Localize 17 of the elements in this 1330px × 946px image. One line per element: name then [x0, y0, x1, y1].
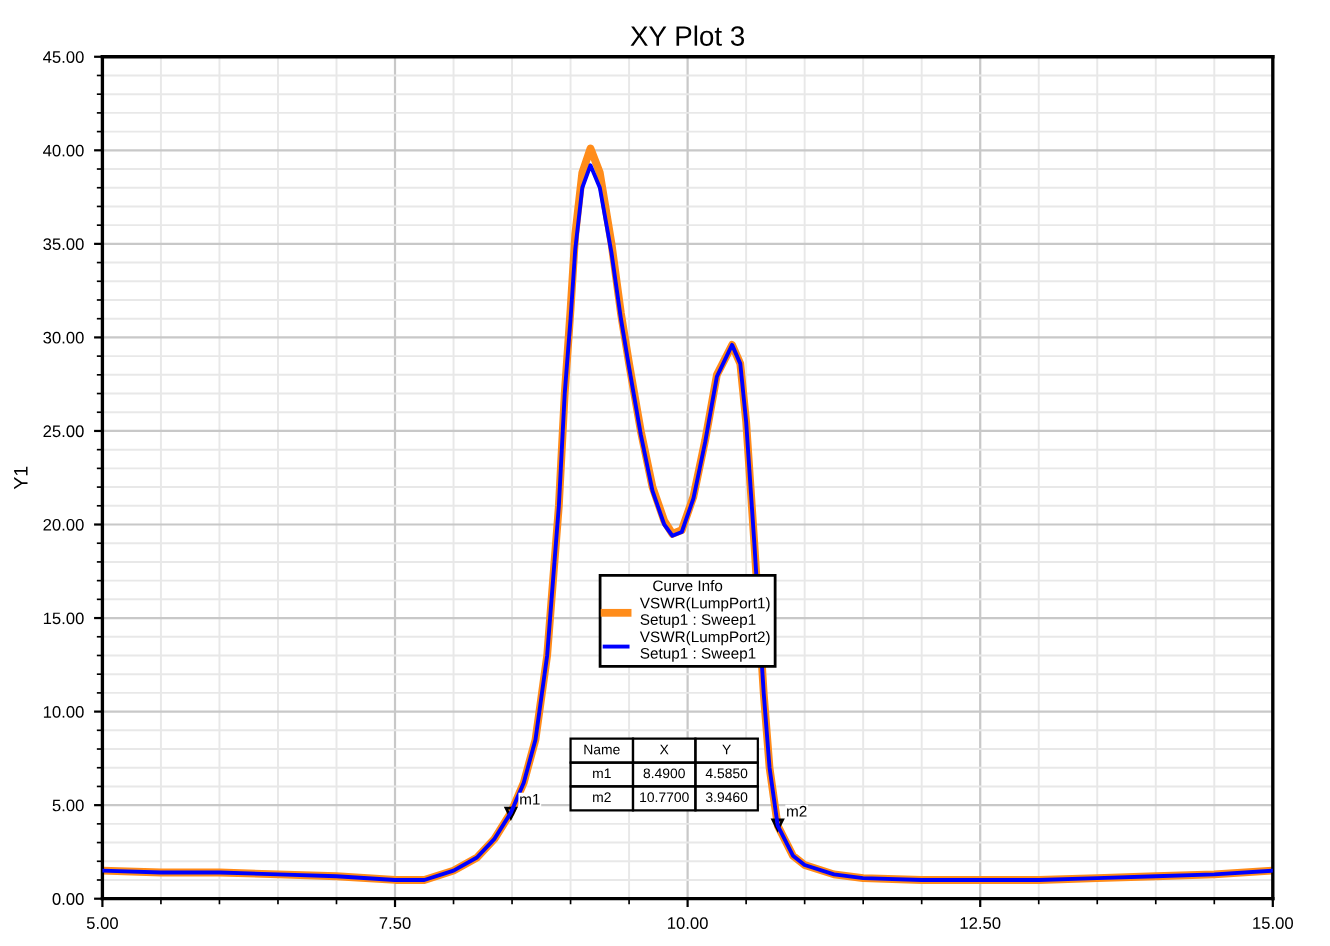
y-tick-label: 20.00 [43, 518, 84, 531]
y-tick-label: 25.00 [43, 425, 84, 438]
y-tick-label: 15.00 [43, 612, 84, 625]
y-tick-label: 30.00 [43, 331, 84, 344]
y-tick-label: 40.00 [43, 144, 84, 157]
y-tick-label: 5.00 [52, 799, 84, 812]
x-tick-label: 10.00 [668, 917, 708, 929]
x-tick-label: 12.50 [960, 917, 1001, 929]
x-tick-label: 5.00 [86, 917, 118, 929]
y-tick-label: 0.00 [52, 893, 84, 905]
y-tick-label: 10.00 [43, 706, 84, 718]
y-tick-label: 45.00 [43, 51, 84, 63]
chart-title: XY Plot 3 [630, 25, 745, 46]
y-axis-title: Y1 [14, 466, 28, 490]
y-tick-label: 35.00 [43, 238, 84, 251]
x-tick-label: 15.00 [1253, 917, 1294, 929]
x-tick-label: 7.50 [379, 917, 411, 929]
